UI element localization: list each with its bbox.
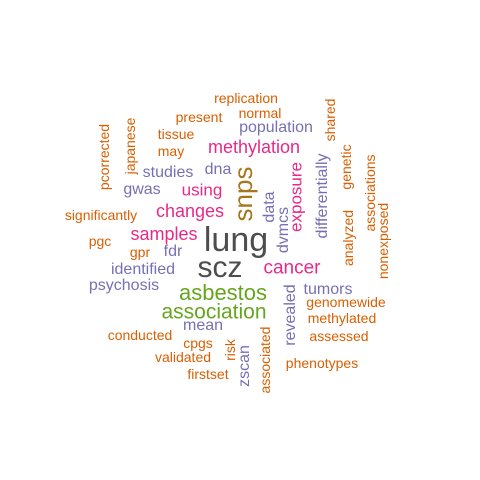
word-genomewide: genomewide <box>306 294 386 310</box>
word-significantly: significantly <box>64 207 138 223</box>
word-validated: validated <box>154 349 212 365</box>
word-asbestos: asbestos <box>178 280 268 305</box>
word-snps: snps <box>228 166 258 222</box>
word-samples: samples <box>130 224 198 244</box>
word-cpgs: cpgs <box>183 335 213 351</box>
word-studies: studies <box>142 164 194 181</box>
word-assessed: assessed <box>309 328 369 344</box>
word-zscan: zscan <box>236 345 253 387</box>
word-cancer: cancer <box>263 257 321 279</box>
word-risk: risk <box>222 339 238 361</box>
word-nonexposed: nonexposed <box>375 202 391 280</box>
word-methylation: methylation <box>207 137 301 157</box>
word-data: data <box>261 191 278 223</box>
word-tumors: tumors <box>303 281 353 298</box>
word-may: may <box>157 143 185 159</box>
word-differentially: differentially <box>314 153 331 239</box>
word-revealed: revealed <box>282 284 299 346</box>
word-conducted: conducted <box>107 327 173 343</box>
word-gwas: gwas <box>123 181 161 198</box>
word-normal: normal <box>238 105 282 121</box>
word-methylated: methylated <box>307 310 377 326</box>
word-dvmcs: dvmcs <box>275 206 292 254</box>
word-lung: lung <box>203 221 269 259</box>
word-firstset: firstset <box>187 366 229 382</box>
word-pcorrected: pcorrected <box>96 123 112 191</box>
word-analyzed: analyzed <box>340 209 356 267</box>
word-population: population <box>239 119 313 136</box>
word-association: association <box>161 300 267 324</box>
word-fdr: fdr <box>163 243 183 260</box>
word-replication: replication <box>214 90 278 106</box>
word-associated: associated <box>257 326 273 394</box>
word-identified: identified <box>110 261 176 278</box>
word-gpr: gpr <box>129 244 151 260</box>
word-tissue: tissue <box>157 126 195 142</box>
word-genetic: genetic <box>338 144 354 190</box>
word-psychosis: psychosis <box>88 277 160 294</box>
word-mean: mean <box>182 317 224 334</box>
word-using: using <box>181 180 223 200</box>
word-dna: dna <box>204 161 232 178</box>
word-shared: shared <box>322 98 338 142</box>
word-scz: scz <box>197 251 243 284</box>
word-changes: changes <box>155 201 225 221</box>
word-pgc: pgc <box>88 233 112 249</box>
word-japanese: japanese <box>122 117 138 175</box>
word-present: present <box>175 109 223 125</box>
word-phenotypes: phenotypes <box>285 355 359 371</box>
